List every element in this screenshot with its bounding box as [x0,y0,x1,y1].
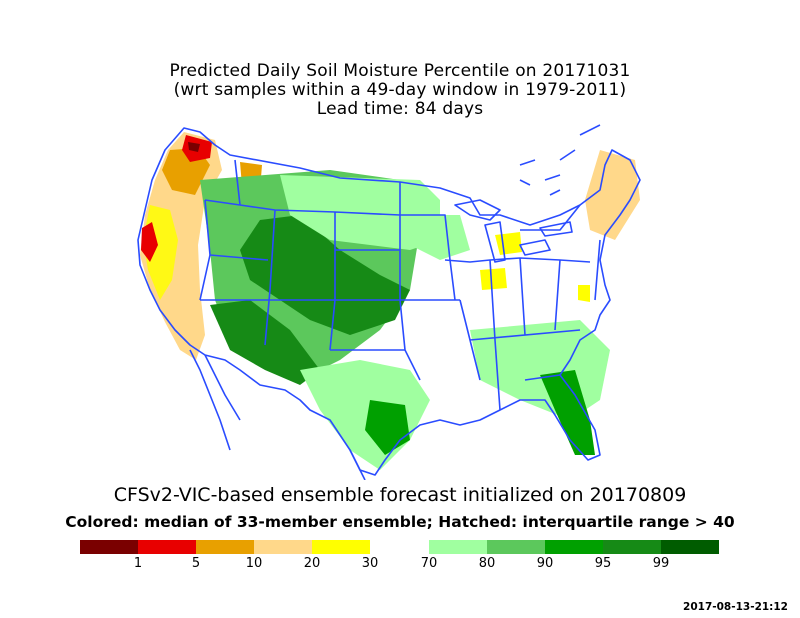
us-outline [137,127,641,476]
dry-legend-box-4 [254,540,312,554]
soil-moisture-map [137,124,641,480]
canada-coast [519,124,601,196]
yellow-region-michigan [495,232,522,255]
legend-label: 10 [245,556,263,571]
legend-label: 99 [652,556,670,571]
dry-legend-box-1 [80,540,138,554]
forecast-subtitle: CFSv2-VIC-based ensemble forecast initia… [113,484,687,506]
state-boundaries [137,124,641,480]
legend-label: 30 [361,556,379,571]
very-wet-region-florida [540,370,595,455]
title-line-3: Lead time: 84 days [316,99,484,119]
legend-label: 90 [536,556,554,571]
title-line-1: Predicted Daily Soil Moisture Percentile… [169,61,631,81]
state-lines [199,159,601,411]
yellow-region-virginia [578,285,590,302]
great-lakes [454,199,573,263]
dry-region-northeast [585,150,640,240]
legend-label: 95 [594,556,612,571]
dry-legend-box-3 [196,540,254,554]
yellow-region-ohio [480,268,507,290]
wet-legend-box-2 [487,540,545,554]
extreme-dry-region-california [141,222,158,262]
wet-legend-box-1 [429,540,487,554]
title-line-2: (wrt samples within a 49-day window in 1… [173,80,627,100]
legend-label: 1 [133,556,143,571]
baja-coast [189,349,241,451]
dry-legend-box-2 [138,540,196,554]
wet-legend-box-4 [603,540,661,554]
moisture-shading [140,132,640,470]
legend-description: Colored: median of 33-member ensemble; H… [65,513,735,531]
mexico-coast [349,449,366,480]
legend-high-colorbar [429,540,719,554]
legend-label: 20 [303,556,321,571]
exceptional-dry-spot [188,142,200,152]
very-wet-region-colorado [240,215,410,335]
wet-legend-box-3 [545,540,603,554]
timestamp: 2017-08-13-21:12 [683,601,788,613]
legend-label: 70 [420,556,438,571]
legend-low-colorbar [80,540,370,554]
legend-label: 5 [191,556,201,571]
wet-region-great-lakes [410,215,470,260]
legend-label: 80 [478,556,496,571]
wet-legend-box-5 [661,540,719,554]
dry-legend-box-5 [312,540,370,554]
wet-region-southeast [470,320,610,420]
